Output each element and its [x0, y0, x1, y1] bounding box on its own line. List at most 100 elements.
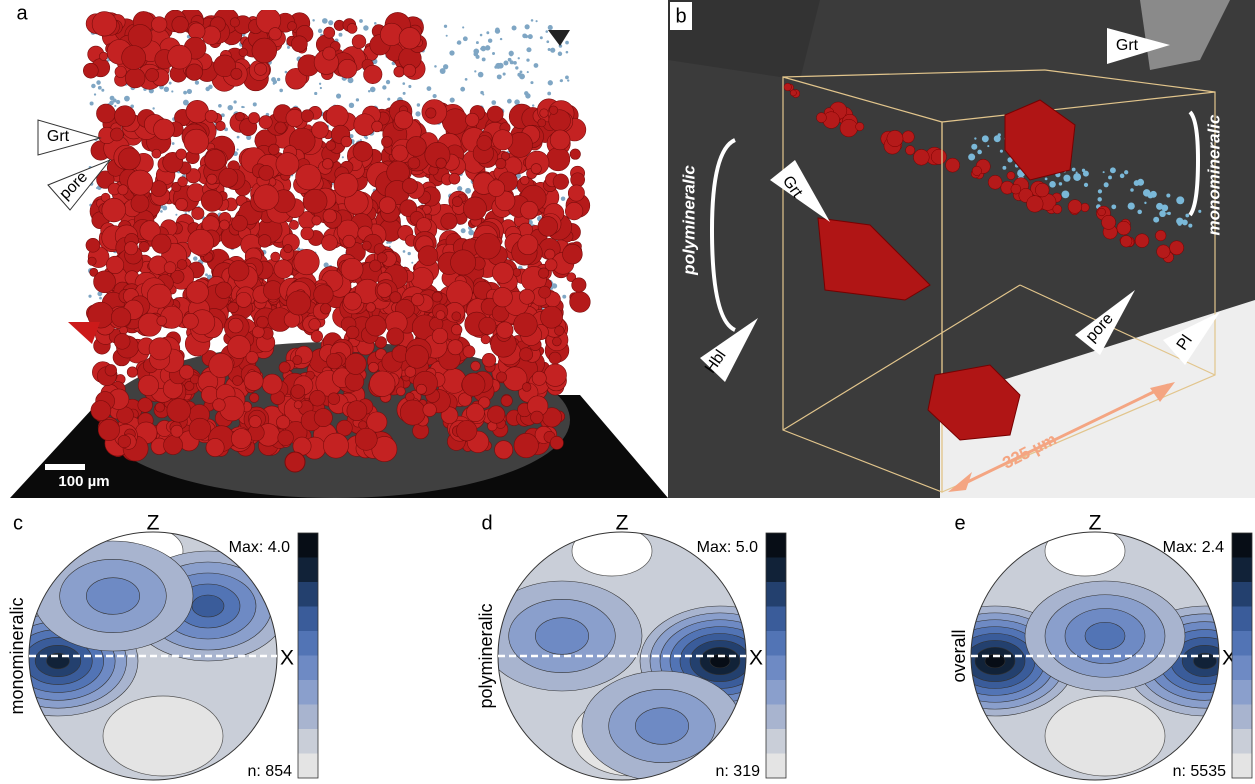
garnet [289, 219, 299, 230]
garnet [113, 333, 131, 350]
colorbar-step [298, 533, 318, 558]
garnet [783, 83, 792, 92]
garnet [416, 383, 427, 395]
pore [322, 18, 328, 24]
pore [535, 20, 538, 23]
pore [124, 95, 130, 102]
pore [1182, 219, 1188, 226]
garnet [150, 180, 168, 197]
garnet [537, 216, 558, 237]
garnet [520, 175, 530, 186]
garnet [275, 152, 300, 176]
pore [567, 79, 570, 82]
pore [482, 93, 485, 96]
group-label: polymineralic [476, 603, 496, 708]
pore [97, 291, 103, 297]
garnet [231, 215, 248, 232]
pore [565, 50, 569, 54]
garnet [487, 179, 506, 197]
garnet [166, 398, 191, 423]
garnet [256, 315, 269, 329]
garnet [96, 103, 116, 124]
garnet [530, 163, 542, 175]
garnet [945, 157, 960, 173]
garnet [97, 418, 120, 441]
pore [91, 83, 96, 89]
pore [1085, 171, 1088, 174]
pore [480, 47, 483, 50]
pore [1130, 188, 1134, 192]
pore [408, 84, 412, 88]
garnet [300, 226, 314, 241]
pore [999, 149, 1003, 153]
pore [547, 48, 551, 51]
z-label: Z [147, 512, 160, 535]
garnet [227, 301, 239, 314]
garnet [243, 371, 264, 391]
garnet [366, 411, 388, 433]
pore [416, 103, 421, 107]
garnet [451, 324, 463, 336]
pore [233, 100, 237, 104]
garnet [261, 373, 283, 395]
garnet [416, 217, 432, 233]
garnet [311, 121, 329, 139]
garnet [163, 435, 183, 455]
garnet [401, 177, 418, 194]
pore [386, 241, 389, 244]
pore [1185, 213, 1190, 218]
garnet [258, 165, 274, 181]
arrowhead [1150, 382, 1175, 402]
garnet [522, 382, 532, 392]
garnet [399, 399, 426, 426]
pore [532, 104, 535, 107]
garnet [121, 45, 146, 70]
pore [1149, 190, 1157, 198]
garnet [440, 212, 458, 230]
garnet [486, 105, 504, 123]
pore [507, 98, 512, 104]
pore [1061, 190, 1070, 199]
pore [1176, 217, 1184, 225]
pore [439, 68, 446, 74]
colorbar-step [1232, 606, 1252, 631]
garnet [554, 325, 565, 336]
garnet [538, 267, 550, 279]
pore [130, 104, 135, 109]
garnet [474, 232, 501, 260]
pore [514, 99, 520, 105]
garnet [478, 396, 491, 409]
pore [335, 93, 342, 99]
arrow [1075, 290, 1135, 355]
colorbar-step [1232, 680, 1252, 705]
garnet [513, 433, 539, 459]
garnet [492, 129, 514, 151]
pore [526, 71, 529, 74]
garnet [543, 363, 567, 387]
pore [236, 135, 240, 139]
pore [1049, 181, 1056, 188]
pore [1167, 211, 1171, 216]
colorbar-step [1232, 582, 1252, 607]
colorbar-step [1232, 631, 1252, 656]
garnet [435, 310, 446, 321]
garnet [901, 130, 915, 144]
garnet [1010, 183, 1022, 195]
garnet [302, 188, 328, 214]
garnet [151, 148, 162, 159]
max-label: Max: 4.0 [229, 539, 290, 556]
pore [484, 45, 491, 51]
pore [1002, 165, 1007, 170]
garnet [156, 315, 167, 327]
contour [571, 532, 653, 577]
colorbar-step [298, 655, 318, 680]
garnet [492, 287, 513, 308]
garnet [300, 109, 314, 123]
pore [480, 90, 484, 95]
garnet [187, 229, 214, 256]
garnet [130, 193, 150, 213]
pore [1198, 209, 1202, 213]
garnet [386, 327, 405, 346]
pore [456, 41, 460, 45]
